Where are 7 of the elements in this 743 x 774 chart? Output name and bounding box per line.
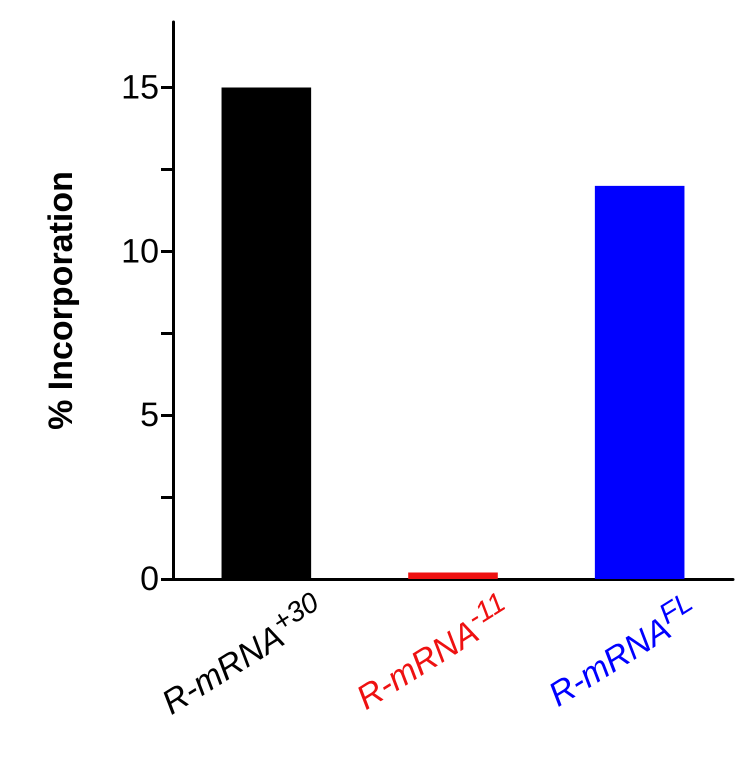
y-axis-title: % Incorporation: [42, 171, 80, 430]
y-tick-label: 5: [140, 396, 159, 434]
bar: [408, 572, 498, 579]
bar: [594, 186, 684, 579]
y-tick-label: 15: [121, 68, 159, 107]
y-tick-label: 10: [121, 232, 159, 270]
y-tick-label: 0: [140, 560, 159, 598]
